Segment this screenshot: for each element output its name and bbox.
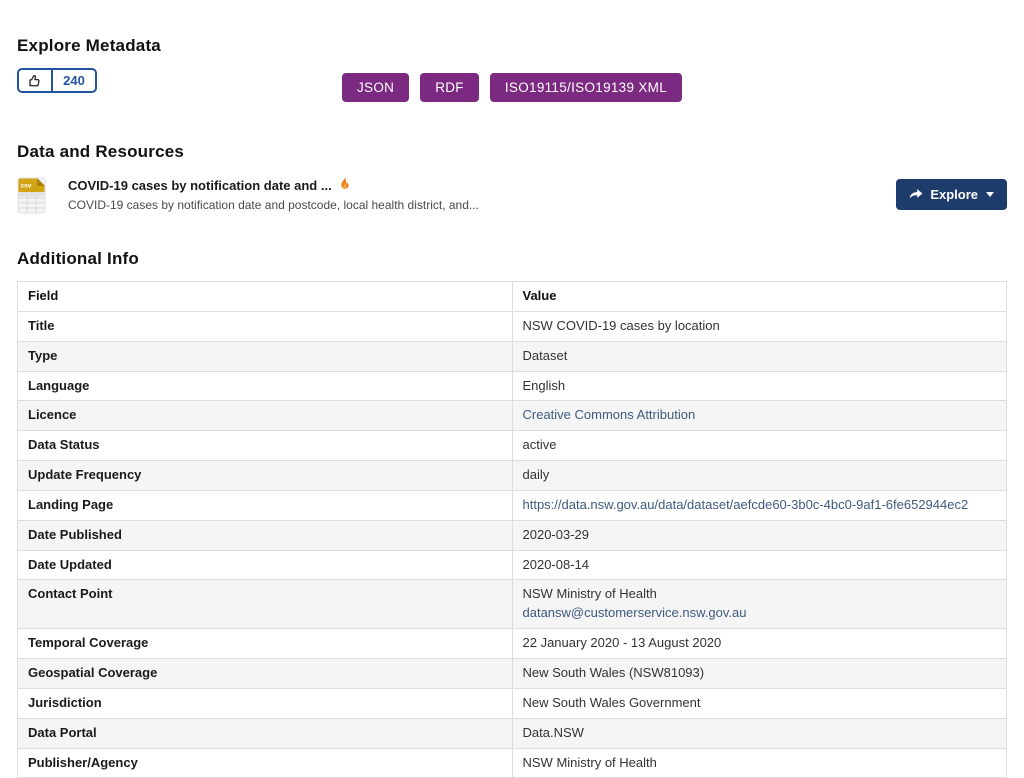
field-cell: Jurisdiction	[17, 687, 513, 719]
rdf-button[interactable]: RDF	[420, 73, 479, 102]
svg-text:csv: csv	[21, 183, 32, 190]
table-row: Date Published 2020-03-29	[17, 519, 1007, 551]
metadata-actions-row: 240 JSON RDF ISO19115/ISO19139 XML	[17, 66, 1007, 118]
additional-info-heading: Additional Info	[17, 249, 139, 268]
field-cell: Data Portal	[17, 717, 513, 749]
table-row: Contact Point NSW Ministry of Health dat…	[17, 579, 1007, 630]
table-row: Update Frequency daily	[17, 460, 1007, 491]
like-count[interactable]: 240	[63, 73, 85, 88]
field-cell: Temporal Coverage	[17, 628, 513, 659]
value-column-header: Value	[511, 281, 1007, 312]
share-arrow-icon	[909, 188, 923, 201]
explore-metadata-heading: Explore Metadata	[17, 36, 161, 55]
table-row: Title NSW COVID-19 cases by location	[17, 310, 1007, 342]
popular-flame-icon	[338, 176, 351, 194]
value-cell: NSW COVID-19 cases by location	[511, 310, 1007, 342]
table-row: Temporal Coverage 22 January 2020 - 13 A…	[17, 628, 1007, 659]
value-cell: 2020-08-14	[511, 549, 1007, 581]
landing-page-link[interactable]: https://data.nsw.gov.au/data/dataset/aef…	[522, 496, 969, 512]
json-button[interactable]: JSON	[341, 73, 410, 102]
field-cell: Data Status	[17, 430, 513, 462]
table-row: Licence Creative Commons Attribution	[17, 400, 1007, 432]
field-cell: Landing Page	[17, 489, 513, 521]
like-widget[interactable]: 240	[17, 68, 97, 93]
table-row: Date Updated 2020-08-14	[17, 549, 1007, 581]
contact-email-link[interactable]: datansw@customerservice.nsw.gov.au	[522, 605, 747, 621]
value-cell: https://data.nsw.gov.au/data/dataset/aef…	[511, 489, 1007, 521]
field-cell: Contact Point	[17, 579, 513, 630]
table-row: Language English	[17, 370, 1007, 402]
value-cell: Creative Commons Attribution	[511, 400, 1007, 432]
table-row: Type Dataset	[17, 340, 1007, 372]
table-row: Landing Page https://data.nsw.gov.au/dat…	[17, 489, 1007, 521]
value-cell: English	[511, 370, 1007, 402]
value-cell: 2020-03-29	[511, 519, 1007, 551]
table-header-row: Field Value	[17, 281, 1007, 312]
thumbs-up-icon[interactable]	[19, 70, 53, 91]
explore-metadata-section: Explore Metadata 240 JSON RDF ISO19115/I…	[17, 36, 1007, 118]
field-column-header: Field	[17, 281, 513, 312]
resource-description: COVID-19 cases by notification date and …	[68, 198, 479, 212]
value-cell: active	[511, 430, 1007, 462]
value-cell: 22 January 2020 - 13 August 2020	[511, 628, 1007, 659]
value-cell: New South Wales (NSW81093)	[511, 657, 1007, 689]
field-cell: Type	[17, 340, 513, 372]
value-cell: Data.NSW	[511, 717, 1007, 749]
field-cell: Date Updated	[17, 549, 513, 581]
explore-button-label: Explore	[930, 187, 978, 202]
explore-dropdown-button[interactable]: Explore	[896, 179, 1007, 210]
resource-text: COVID-19 cases by notification date and …	[68, 176, 896, 212]
table-row: Geospatial Coverage New South Wales (NSW…	[17, 657, 1007, 689]
value-cell: New South Wales Government	[511, 687, 1007, 719]
csv-file-icon: csv	[17, 177, 46, 219]
contact-name: NSW Ministry of Health	[522, 586, 657, 602]
table-row: Jurisdiction New South Wales Government	[17, 687, 1007, 719]
resource-title-link[interactable]: COVID-19 cases by notification date and …	[68, 176, 896, 194]
resource-title: COVID-19 cases by notification date and …	[68, 177, 332, 193]
field-cell: Publisher/Agency	[17, 747, 513, 778]
table-row: Data Portal Data.NSW	[17, 717, 1007, 749]
table-row: Data Status active	[17, 430, 1007, 462]
value-cell: daily	[511, 460, 1007, 491]
resource-item: csv COVID-19 cases by notification date …	[17, 176, 1007, 219]
field-cell: Date Published	[17, 519, 513, 551]
metadata-format-buttons: JSON RDF ISO19115/ISO19139 XML	[341, 73, 683, 102]
table-row: Publisher/Agency NSW Ministry of Health	[17, 747, 1007, 778]
field-cell: Title	[17, 310, 513, 342]
value-cell: NSW Ministry of Health datansw@customers…	[511, 579, 1007, 630]
field-cell: Language	[17, 370, 513, 402]
licence-link[interactable]: Creative Commons Attribution	[522, 407, 696, 423]
data-and-resources-heading: Data and Resources	[17, 142, 185, 161]
field-cell: Update Frequency	[17, 460, 513, 491]
field-cell: Licence	[17, 400, 513, 432]
value-cell: Dataset	[511, 340, 1007, 372]
iso-xml-button[interactable]: ISO19115/ISO19139 XML	[489, 73, 683, 102]
additional-info-table: Field Value Title NSW COVID-19 cases by …	[17, 281, 1007, 778]
value-cell: NSW Ministry of Health	[511, 747, 1007, 778]
chevron-down-icon	[986, 192, 994, 197]
field-cell: Geospatial Coverage	[17, 657, 513, 689]
additional-info-section: Additional Info Field Value Title NSW CO…	[17, 249, 1007, 778]
data-and-resources-section: Data and Resources csv CO	[17, 142, 1007, 219]
